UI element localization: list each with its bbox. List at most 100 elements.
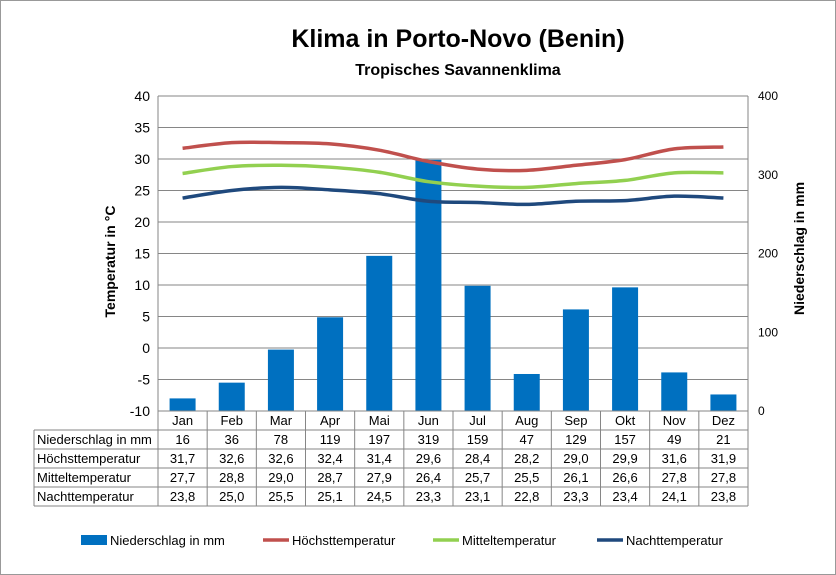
legend-label: Nachttemperatur <box>626 533 723 548</box>
table-cell: 24,5 <box>367 489 392 504</box>
precipitation-bar <box>218 382 245 411</box>
y-axis-title: Temperatur in °C <box>102 206 118 318</box>
precipitation-bar <box>415 159 442 411</box>
table-cell: 22,8 <box>514 489 539 504</box>
precipitation-bar <box>169 398 196 411</box>
month-label: Aug <box>515 413 538 428</box>
y2-tick-label: 300 <box>758 168 778 182</box>
legend-label: Niederschlag in mm <box>110 533 225 548</box>
table-cell: 25,7 <box>465 470 490 485</box>
chart-title: Klima in Porto-Novo (Benin) <box>291 25 625 53</box>
precipitation-bar <box>710 394 737 411</box>
table-cell: 23,8 <box>711 489 736 504</box>
series-line-mitteltemperatur <box>182 163 724 190</box>
y-tick-label: 30 <box>134 151 150 167</box>
table-cell: 27,7 <box>170 470 195 485</box>
table-row-header: Nachttemperatur <box>37 489 134 504</box>
table-cell: 23,3 <box>563 489 588 504</box>
table-cell: 31,7 <box>170 451 195 466</box>
table-cell: 32,6 <box>268 451 293 466</box>
precipitation-bar <box>267 349 294 411</box>
y2-axis-title: Niederschlag in mm <box>791 182 807 315</box>
y-tick-label: -10 <box>130 403 150 419</box>
table-cell: 129 <box>565 432 587 447</box>
table-cell: 49 <box>667 432 681 447</box>
legend-label: Mitteltemperatur <box>462 533 557 548</box>
month-label: Jan <box>172 413 193 428</box>
table-cell: 159 <box>467 432 489 447</box>
month-label: Dez <box>712 413 735 428</box>
y-tick-label: 5 <box>142 309 150 325</box>
table-cell: 29,0 <box>268 470 293 485</box>
table-cell: 23,4 <box>612 489 637 504</box>
y-tick-label: 25 <box>134 183 150 199</box>
precipitation-bar <box>612 287 639 411</box>
table-cell: 119 <box>320 432 341 447</box>
table-cell: 21 <box>716 432 730 447</box>
y-tick-label: 15 <box>134 246 150 262</box>
precipitation-bar <box>513 373 540 411</box>
month-label: Feb <box>221 413 243 428</box>
table-cell: 29,6 <box>416 451 441 466</box>
table-cell: 24,1 <box>662 489 687 504</box>
table-cell: 29,0 <box>563 451 588 466</box>
y-tick-label: 40 <box>134 88 150 104</box>
table-cell: 27,9 <box>367 470 392 485</box>
table-cell: 25,5 <box>268 489 293 504</box>
month-label: Mar <box>270 413 293 428</box>
table-cell: 197 <box>368 432 390 447</box>
y2-tick-label: 400 <box>758 89 778 103</box>
table-cell: 47 <box>520 432 534 447</box>
table-cell: 319 <box>418 432 440 447</box>
y2-tick-label: 0 <box>758 404 765 418</box>
precipitation-bar <box>562 309 589 411</box>
table-cell: 36 <box>225 432 239 447</box>
series-line-nachttemperatur <box>182 185 724 207</box>
table-cell: 25,0 <box>219 489 244 504</box>
y2-tick-label: 100 <box>758 325 778 339</box>
table-cell: 78 <box>274 432 288 447</box>
table-cell: 28,2 <box>514 451 539 466</box>
y-tick-label: 0 <box>142 340 150 356</box>
table-cell: 25,5 <box>514 470 539 485</box>
table-cell: 32,6 <box>219 451 244 466</box>
table-cell: 157 <box>614 432 636 447</box>
table-cell: 31,6 <box>662 451 687 466</box>
month-label: Sep <box>564 413 587 428</box>
month-label: Jun <box>418 413 439 428</box>
legend-label: Höchsttemperatur <box>292 533 396 548</box>
table-cell: 31,9 <box>711 451 736 466</box>
table-cell: 23,3 <box>416 489 441 504</box>
y-tick-label: 20 <box>134 214 150 230</box>
table-cell: 31,4 <box>367 451 392 466</box>
table-cell: 26,4 <box>416 470 441 485</box>
chart-subtitle: Tropisches Savannenklima <box>355 62 561 79</box>
month-label: Apr <box>320 413 341 428</box>
table-cell: 26,1 <box>563 470 588 485</box>
month-label: Okt <box>615 413 636 428</box>
table-cell: 32,4 <box>317 451 342 466</box>
table-cell: 28,8 <box>219 470 244 485</box>
table-cell: 28,7 <box>317 470 342 485</box>
table-cell: 28,4 <box>465 451 490 466</box>
table-row-header: Höchsttemperatur <box>37 451 141 466</box>
table-cell: 23,1 <box>465 489 490 504</box>
precipitation-bar <box>317 317 344 411</box>
month-label: Mai <box>369 413 390 428</box>
y-tick-label: 10 <box>134 277 150 293</box>
series-line-höchsttemperatur <box>182 140 724 173</box>
month-label: Nov <box>663 413 687 428</box>
y-tick-label: 35 <box>134 120 150 136</box>
month-label: Jul <box>469 413 486 428</box>
table-cell: 27,8 <box>711 470 736 485</box>
y-tick-label: -5 <box>138 372 151 388</box>
table-cell: 25,1 <box>317 489 342 504</box>
precipitation-bar <box>366 255 393 411</box>
y2-tick-label: 200 <box>758 247 778 261</box>
table-cell: 16 <box>175 432 189 447</box>
legend-swatch <box>81 535 107 545</box>
table-cell: 27,8 <box>662 470 687 485</box>
table-cell: 26,6 <box>612 470 637 485</box>
